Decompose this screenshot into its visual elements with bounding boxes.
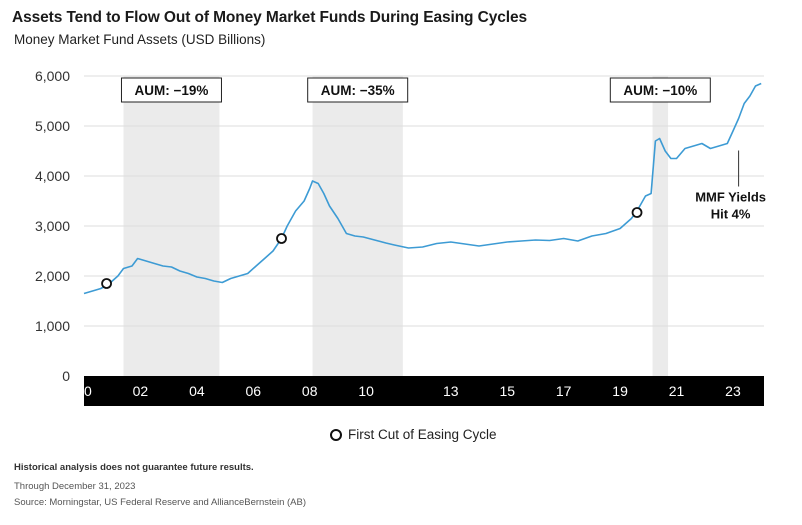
y-tick-label: 1,000 [35, 318, 70, 334]
period-label-box-2 [609, 77, 711, 103]
y-tick-label: 5,000 [35, 118, 70, 134]
easing-cut-marker-icon [330, 428, 342, 441]
x-tick-label: 17 [556, 383, 572, 399]
y-tick-label: 3,000 [35, 218, 70, 234]
chart-title: Assets Tend to Flow Out of Money Market … [12, 9, 528, 26]
first-cut-marker [631, 207, 643, 218]
y-tick-label: 2,000 [35, 268, 70, 284]
chart-legend: First Cut of Easing Cycle [330, 427, 497, 442]
x-tick-label: 23 [725, 383, 741, 399]
chart-subtitle: Money Market Fund Assets (USD Billions) [14, 32, 266, 47]
source-note: Source: Morningstar, US Federal Reserve … [14, 497, 306, 508]
through-date-note: Through December 31, 2023 [14, 481, 136, 492]
x-tick-label: 02 [133, 383, 149, 399]
x-tick-label: 10 [358, 383, 374, 399]
disclaimer-note: Historical analysis does not guarantee f… [14, 462, 254, 473]
period-label-box-0 [120, 77, 222, 103]
legend-label: First Cut of Easing Cycle [348, 427, 497, 442]
annotation-text: MMF Yields [695, 190, 766, 205]
period-label: AUM: −19% [135, 83, 209, 98]
first-cut-marker [101, 278, 112, 289]
period-label: AUM: −35% [321, 83, 395, 98]
first-cut-marker [276, 233, 287, 244]
period-label: AUM: −10% [623, 83, 697, 98]
x-tick-label: 21 [669, 383, 685, 399]
x-tick-label: 08 [302, 383, 318, 399]
x-tick-label: 19 [612, 383, 628, 399]
y-tick-label: 4,000 [35, 168, 70, 184]
x-tick-label: 04 [189, 383, 205, 399]
x-tick-label: 13 [443, 383, 459, 399]
x-axis-band [84, 376, 764, 406]
period-label-box-1 [307, 77, 409, 103]
annotation-text: Hit 4% [711, 207, 751, 222]
x-tick-label: 15 [499, 383, 515, 399]
series-line [83, 82, 762, 295]
x-tick-label: 00 [76, 383, 92, 399]
x-tick-label: 06 [246, 383, 262, 399]
y-tick-label: 0 [62, 368, 70, 384]
y-tick-label: 6,000 [35, 68, 70, 84]
